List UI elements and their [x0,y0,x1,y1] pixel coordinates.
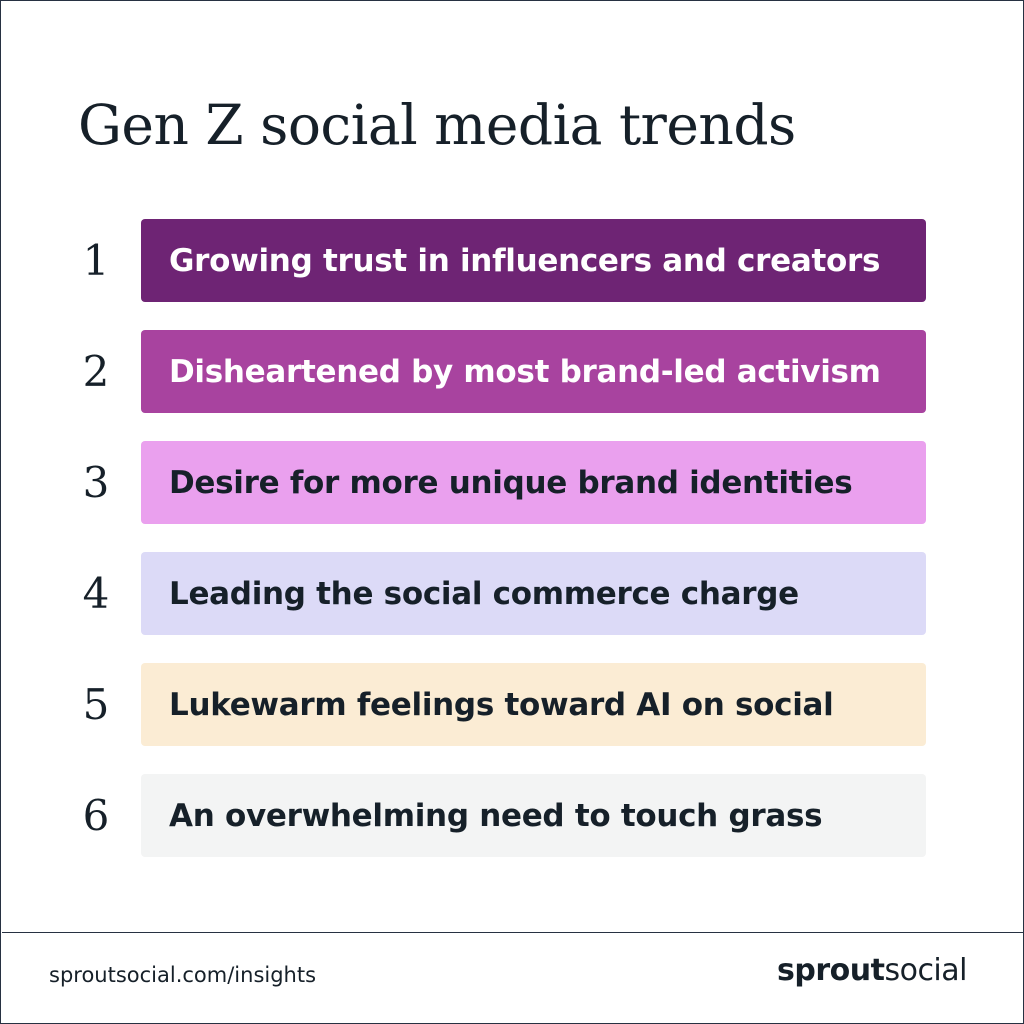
footer-url: sproutsocial.com/insights [49,963,317,987]
trend-number: 5 [82,680,110,729]
trend-number: 2 [82,347,110,396]
trend-row-2: 2 Disheartened by most brand-led activis… [1,330,1024,413]
trend-bar: Lukewarm feelings toward AI on social [141,663,926,746]
page-title: Gen Z social media trends [78,93,796,157]
trend-bar: Leading the social commerce charge [141,552,926,635]
trend-bar: An overwhelming need to touch grass [141,774,926,857]
footer-divider [2,932,1024,933]
trend-number: 6 [82,791,110,840]
trend-label: Disheartened by most brand-led activism [169,353,881,390]
trend-number: 3 [82,458,110,507]
trend-row-1: 1 Growing trust in influencers and creat… [1,219,1024,302]
trend-label: Desire for more unique brand identities [169,464,853,501]
trend-row-4: 4 Leading the social commerce charge [1,552,1024,635]
logo-text-bold: sprout [777,953,885,988]
trend-label: Leading the social commerce charge [169,575,799,612]
trend-bar: Growing trust in influencers and creator… [141,219,926,302]
trend-bar: Disheartened by most brand-led activism [141,330,926,413]
trend-number: 4 [82,569,110,618]
sprout-social-logo: sproutsocial [777,953,967,988]
trend-bar: Desire for more unique brand identities [141,441,926,524]
trend-number: 1 [82,236,110,285]
logo-text-light: social [884,953,967,988]
trend-row-6: 6 An overwhelming need to touch grass [1,774,1024,857]
trend-label: An overwhelming need to touch grass [169,797,823,834]
trend-label: Lukewarm feelings toward AI on social [169,686,834,723]
trend-row-5: 5 Lukewarm feelings toward AI on social [1,663,1024,746]
trend-label: Growing trust in influencers and creator… [169,242,881,279]
trend-row-3: 3 Desire for more unique brand identitie… [1,441,1024,524]
